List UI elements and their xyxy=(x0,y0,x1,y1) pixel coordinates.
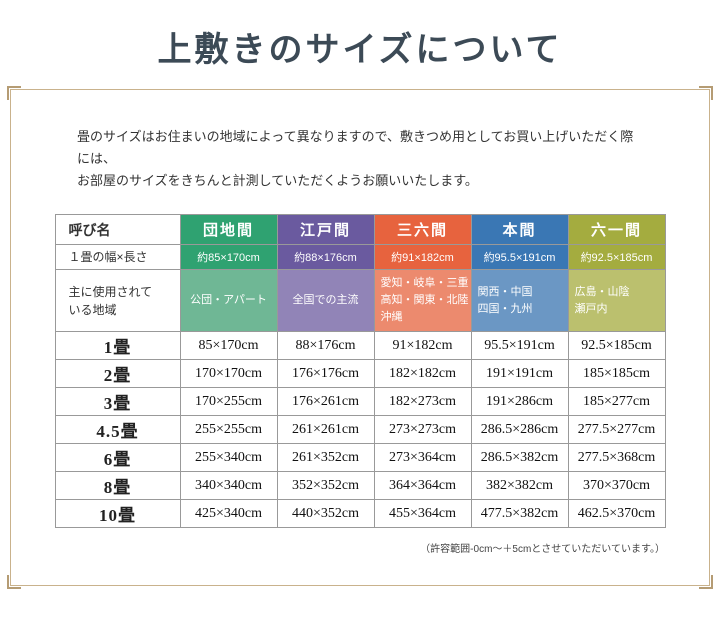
size-cell: 191×191cm xyxy=(470,359,569,389)
row-label: 8畳 xyxy=(54,471,181,501)
size-cell: 477.5×382cm xyxy=(470,499,569,529)
table-row: 3畳 170×255cm 176×261cm 182×273cm 191×286… xyxy=(54,387,666,417)
size-cell: 340×340cm xyxy=(179,471,278,501)
size-cell: 85×170cm xyxy=(179,331,278,361)
frame-corner-icon xyxy=(7,86,21,100)
row-label: 3畳 xyxy=(54,387,181,417)
size-cell: 382×382cm xyxy=(470,471,569,501)
row-label: 4.5畳 xyxy=(54,415,181,445)
row-label-region: 主に使用されて いる地域 xyxy=(54,269,181,333)
size-cell: 182×273cm xyxy=(373,387,472,417)
size-cell: 352×352cm xyxy=(276,471,375,501)
table-row: 2畳 170×170cm 176×176cm 182×182cm 191×191… xyxy=(54,359,666,389)
size-cell: 370×370cm xyxy=(567,471,666,501)
table-row: 1畳 85×170cm 88×176cm 91×182cm 95.5×191cm… xyxy=(54,331,666,361)
row-label: 6畳 xyxy=(54,443,181,473)
size-cell: 364×364cm xyxy=(373,471,472,501)
size-cell: 92.5×185cm xyxy=(567,331,666,361)
size-cell: 261×261cm xyxy=(276,415,375,445)
tatami-size-table: 呼び名 団地間 江戸間 三六間 本間 六一間 １畳の幅×長さ 約85×170cm… xyxy=(54,214,666,529)
page: 上敷きのサイズについて 畳のサイズはお住まいの地域によって異なりますので、敷きつ… xyxy=(0,22,720,590)
size-cell: 88×176cm xyxy=(276,331,375,361)
size-cell: 261×352cm xyxy=(276,443,375,473)
width-cell: 約88×176cm xyxy=(276,244,375,271)
table-row: 4.5畳 255×255cm 261×261cm 273×273cm 286.5… xyxy=(54,415,666,445)
size-cell: 277.5×368cm xyxy=(567,443,666,473)
intro-text: 畳のサイズはお住まいの地域によって異なりますので、敷きつめ用としてお買い上げいた… xyxy=(77,129,634,189)
size-cell: 185×277cm xyxy=(567,387,666,417)
size-cell: 91×182cm xyxy=(373,331,472,361)
column-header-danchima: 団地間 xyxy=(179,214,278,246)
width-cell: 約95.5×191cm xyxy=(470,244,569,271)
size-cell: 440×352cm xyxy=(276,499,375,529)
tolerance-note: （許容範囲-0cm～＋5cmとさせていただいています。） xyxy=(420,544,665,556)
size-cell: 286.5×382cm xyxy=(470,443,569,473)
width-row: １畳の幅×長さ 約85×170cm 約88×176cm 約91×182cm 約9… xyxy=(54,244,666,271)
width-cell: 約85×170cm xyxy=(179,244,278,271)
frame-corner-icon xyxy=(699,86,713,100)
size-cell: 273×273cm xyxy=(373,415,472,445)
row-label-width: １畳の幅×長さ xyxy=(54,244,181,271)
column-header-edoma: 江戸間 xyxy=(276,214,375,246)
column-header-name: 呼び名 xyxy=(54,214,181,246)
size-cell: 255×255cm xyxy=(179,415,278,445)
table-row: 6畳 255×340cm 261×352cm 273×364cm 286.5×3… xyxy=(54,443,666,473)
row-label: 1畳 xyxy=(54,331,181,361)
size-cell: 255×340cm xyxy=(179,443,278,473)
region-cell: 愛知・岐阜・三重 高知・関東・北陸 沖縄 xyxy=(373,269,472,333)
row-label: 10畳 xyxy=(54,499,181,529)
table-row: 8畳 340×340cm 352×352cm 364×364cm 382×382… xyxy=(54,471,666,501)
frame-corner-icon xyxy=(699,575,713,590)
column-header-honma: 本間 xyxy=(470,214,569,246)
size-cell: 277.5×277cm xyxy=(567,415,666,445)
frame-corner-icon xyxy=(7,575,21,590)
size-cell: 273×364cm xyxy=(373,443,472,473)
region-cell: 全国での主流 xyxy=(276,269,375,333)
width-cell: 約91×182cm xyxy=(373,244,472,271)
column-header-sanroku: 三六間 xyxy=(373,214,472,246)
size-cell: 455×364cm xyxy=(373,499,472,529)
size-cell: 462.5×370cm xyxy=(567,499,666,529)
table-row: 10畳 425×340cm 440×352cm 455×364cm 477.5×… xyxy=(54,499,666,529)
size-cell: 170×170cm xyxy=(179,359,278,389)
header-row: 呼び名 団地間 江戸間 三六間 本間 六一間 xyxy=(54,214,666,246)
size-cell: 176×261cm xyxy=(276,387,375,417)
page-title: 上敷きのサイズについて xyxy=(157,32,563,69)
size-cell: 286.5×286cm xyxy=(470,415,569,445)
size-cell: 185×185cm xyxy=(567,359,666,389)
size-cell: 191×286cm xyxy=(470,387,569,417)
row-label: 2畳 xyxy=(54,359,181,389)
decorative-frame: 畳のサイズはお住まいの地域によって異なりますので、敷きつめ用としてお買い上げいた… xyxy=(7,86,713,590)
region-cell: 広島・山陰 瀬戸内 xyxy=(567,269,666,333)
size-cell: 176×176cm xyxy=(276,359,375,389)
column-header-rokuichi: 六一間 xyxy=(567,214,666,246)
size-cell: 170×255cm xyxy=(179,387,278,417)
size-cell: 425×340cm xyxy=(179,499,278,529)
size-cell: 95.5×191cm xyxy=(470,331,569,361)
region-cell: 関西・中国 四国・九州 xyxy=(470,269,569,333)
region-row: 主に使用されて いる地域 公団・アパート 全国での主流 愛知・岐阜・三重 高知・… xyxy=(54,269,666,333)
region-cell: 公団・アパート xyxy=(179,269,278,333)
size-cell: 182×182cm xyxy=(373,359,472,389)
width-cell: 約92.5×185cm xyxy=(567,244,666,271)
